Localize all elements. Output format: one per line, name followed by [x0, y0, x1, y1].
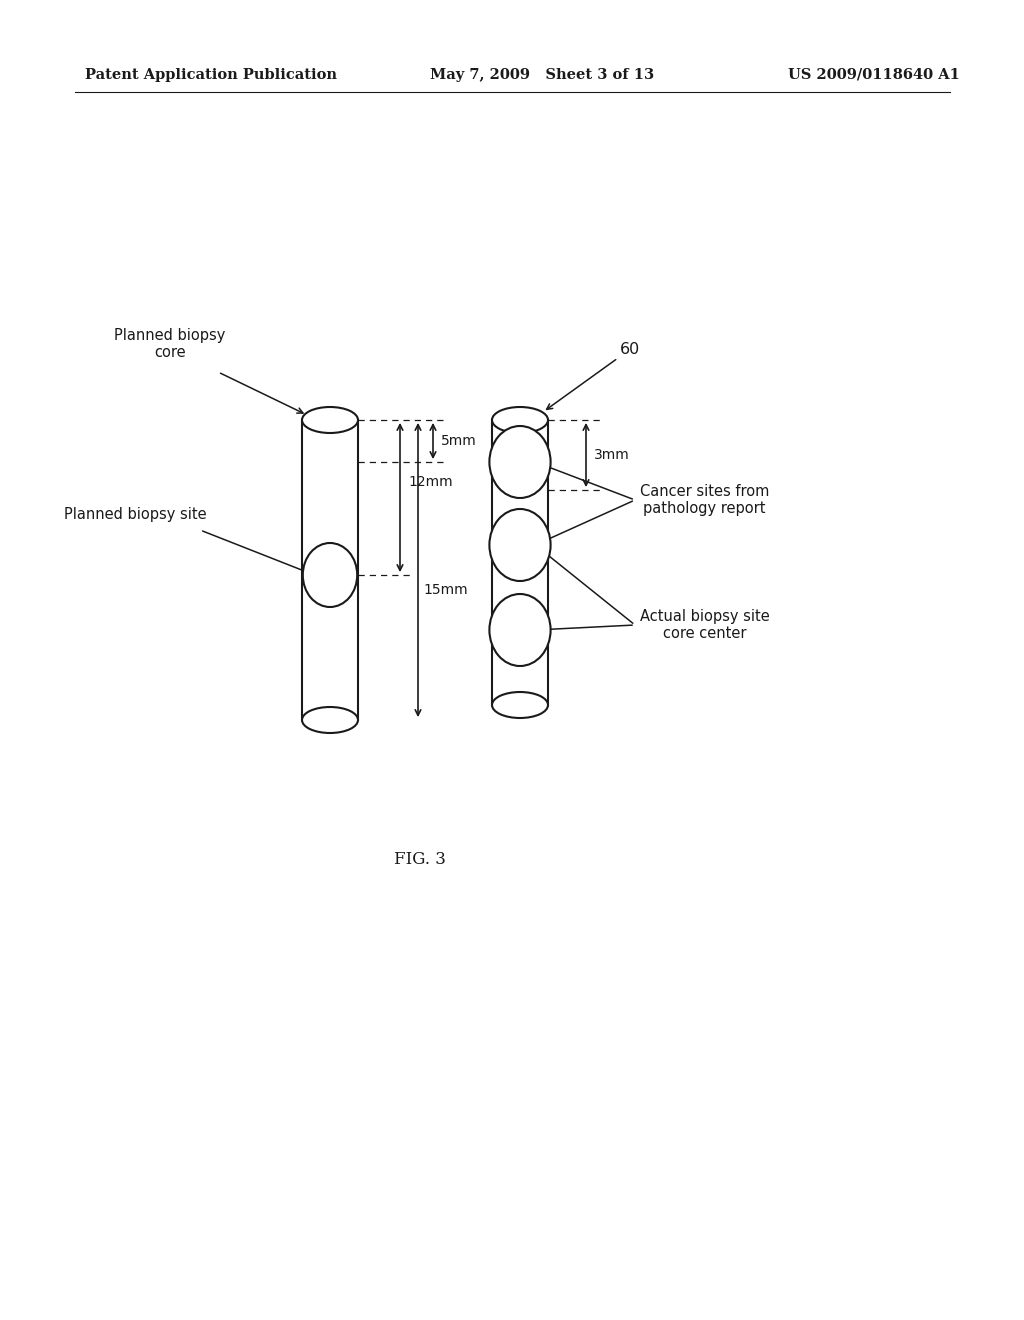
Text: 12mm: 12mm: [408, 475, 453, 490]
Ellipse shape: [489, 594, 551, 667]
Text: 5mm: 5mm: [441, 434, 477, 447]
Text: 3mm: 3mm: [594, 447, 630, 462]
Ellipse shape: [492, 407, 548, 433]
Text: Cancer sites from
pathology report: Cancer sites from pathology report: [640, 484, 769, 516]
Text: 15mm: 15mm: [423, 583, 468, 597]
Ellipse shape: [302, 407, 358, 433]
Ellipse shape: [492, 692, 548, 718]
Ellipse shape: [302, 708, 358, 733]
Text: Actual biopsy site
core center: Actual biopsy site core center: [640, 609, 770, 642]
Text: FIG. 3: FIG. 3: [394, 851, 445, 869]
Ellipse shape: [489, 510, 551, 581]
Text: Planned biopsy
core: Planned biopsy core: [115, 327, 225, 360]
Ellipse shape: [303, 543, 357, 607]
Text: 60: 60: [620, 342, 640, 358]
Text: Planned biopsy site: Planned biopsy site: [63, 507, 206, 523]
Text: US 2009/0118640 A1: US 2009/0118640 A1: [788, 69, 961, 82]
Text: May 7, 2009   Sheet 3 of 13: May 7, 2009 Sheet 3 of 13: [430, 69, 654, 82]
Ellipse shape: [489, 426, 551, 498]
Text: Patent Application Publication: Patent Application Publication: [85, 69, 337, 82]
